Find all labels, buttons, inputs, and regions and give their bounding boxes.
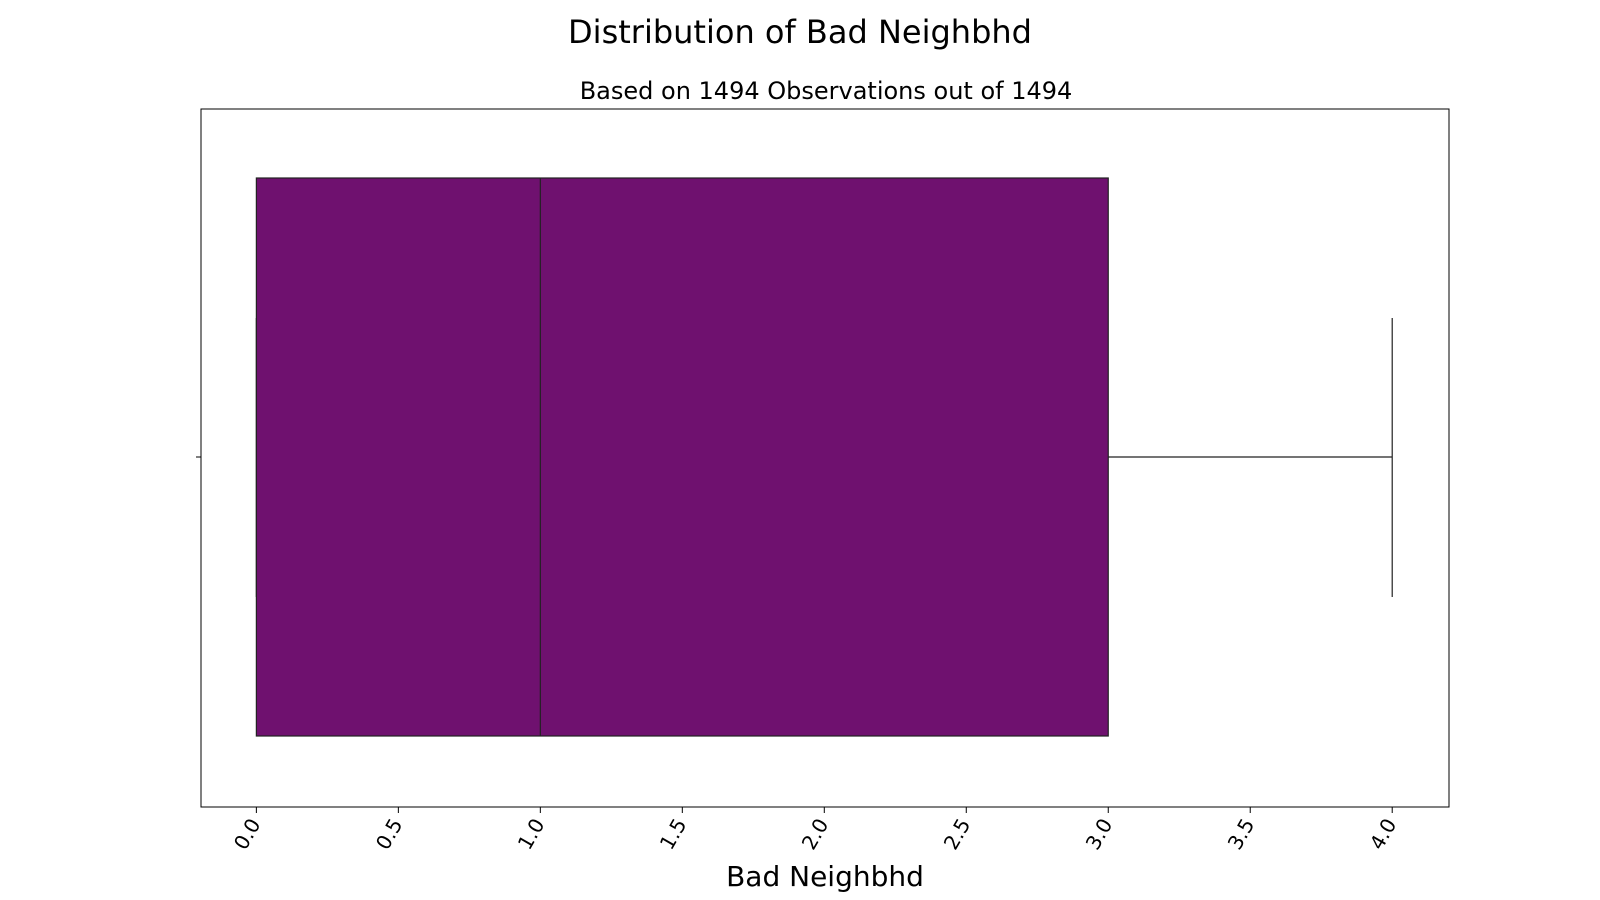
chart-title: Distribution of Bad Neighbhd [568, 13, 1032, 51]
x-axis-ticks: 0.0 0.5 1.0 1.5 2.0 2.5 3.0 3.5 4.0 [229, 807, 1402, 854]
box-iqr [255, 177, 1109, 737]
x-tick-label: 2.0 [797, 814, 834, 854]
x-axis-label: Bad Neighbhd [726, 860, 924, 893]
chart-subtitle: Based on 1494 Observations out of 1494 [580, 77, 1073, 105]
x-tick-label: 0.0 [229, 814, 266, 854]
x-tick-label: 0.5 [371, 814, 408, 854]
x-tick-label: 3.0 [1081, 814, 1118, 854]
x-tick-label: 1.0 [513, 814, 550, 854]
x-tick-label: 3.5 [1223, 814, 1260, 854]
x-tick-label: 2.5 [939, 814, 976, 854]
plot-frame [200, 108, 1450, 808]
box-layer [255, 177, 1393, 737]
x-tick-label: 4.0 [1365, 814, 1402, 854]
x-tick-label: 1.5 [655, 814, 692, 854]
